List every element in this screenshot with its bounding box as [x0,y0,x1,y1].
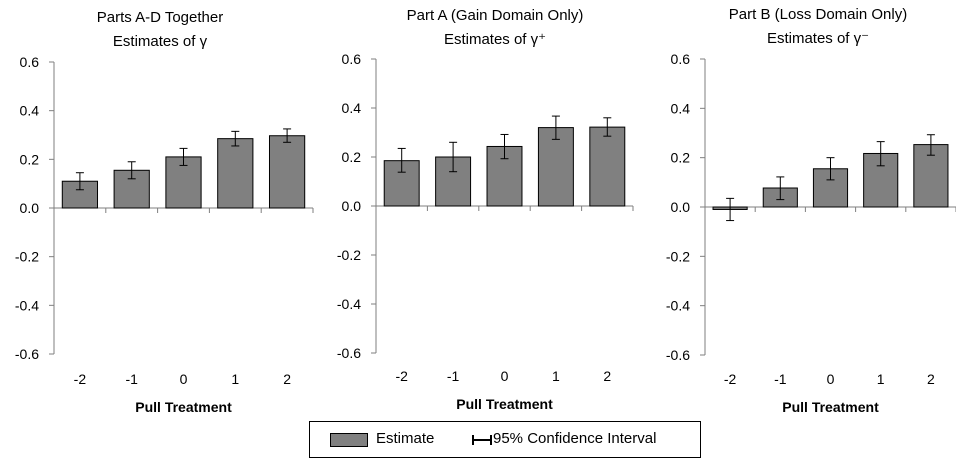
chart1-title: Parts A-D Together [97,9,223,26]
chart3-y-tick-label: 0.4 [671,100,691,116]
chart1-y-tick-label: -0.2 [15,249,39,265]
chart1-x-tick-label: 1 [231,371,239,387]
chart2-y-tick-label: 0.2 [342,149,362,165]
chart2-y-tick-label: -0.4 [337,296,361,312]
chart2-subtitle: Estimates of γ⁺ [444,31,546,48]
chart2-x-tick-label: 2 [603,368,611,384]
chart2-y-tick-label: 0.0 [342,198,362,214]
chart1-y-tick-label: 0.2 [20,151,40,167]
chart3-y-tick-label: 0.6 [671,51,691,67]
legend-ci-label: 95% Confidence Interval [493,430,657,447]
legend-estimate-label: Estimate [376,430,435,447]
chart3-y-tick-label: -0.2 [666,248,690,264]
chart3-x-axis-label: Pull Treatment [782,399,879,415]
chart1-x-tick-label: -1 [125,371,138,387]
confidence-interval-icon [472,435,492,445]
chart1-y-tick-label: -0.6 [15,346,39,362]
chart3-y-tick-label: -0.4 [666,298,690,314]
chart1-x-tick-label: -2 [74,371,87,387]
chart2-y-tick-label: 0.6 [342,51,362,67]
chart3-x-tick-label: 2 [927,371,935,387]
chart3-y-tick-label: 0.0 [671,199,691,215]
chart2-x-tick-label: 1 [552,368,560,384]
chart1-x-tick-label: 2 [283,371,291,387]
chart3-y-tick-label: 0.2 [671,150,691,166]
chart2-bar [589,126,626,207]
chart3-x-tick-label: -2 [724,371,737,387]
chart2-x-tick-label: -1 [447,368,460,384]
chart1-y-tick-label: 0.6 [20,54,40,70]
chart3-subtitle: Estimates of γ⁻ [767,30,869,47]
chart2-y-tick-label: -0.6 [337,345,361,361]
legend: Estimate 95% Confidence Interval [309,421,701,458]
chart1-x-axis-label: Pull Treatment [135,399,232,415]
chart1-y-tick-label: -0.4 [15,297,39,313]
chart1-bar [268,135,306,209]
chart1-y-tick-label: 0.0 [20,200,40,216]
chart3-title: Part B (Loss Domain Only) [729,6,907,23]
chart3-x-tick-label: -1 [774,371,787,387]
chart2-y-tick-label: 0.4 [342,100,362,116]
chart1-y-tick-label: 0.4 [20,103,40,119]
chart3-x-tick-label: 1 [877,371,885,387]
chart3-y-tick-label: -0.6 [666,347,690,363]
chart2-y-tick-label: -0.2 [337,247,361,263]
chart2-x-axis-label: Pull Treatment [456,396,553,412]
chart2-x-tick-label: 0 [501,368,509,384]
charts-area: Parts A-D Together Estimates of γ 0.6 0.4 0.… [15,6,956,415]
chart2-title: Part A (Gain Domain Only) [407,7,584,24]
chart1-bar [217,138,254,209]
chart1-x-tick-label: 0 [180,371,188,387]
chart2-x-tick-label: -2 [395,368,408,384]
chart2-bar [537,127,574,207]
estimate-swatch [330,433,368,447]
chart1-subtitle: Estimates of γ [113,33,208,50]
chart3-x-tick-label: 0 [827,371,835,387]
